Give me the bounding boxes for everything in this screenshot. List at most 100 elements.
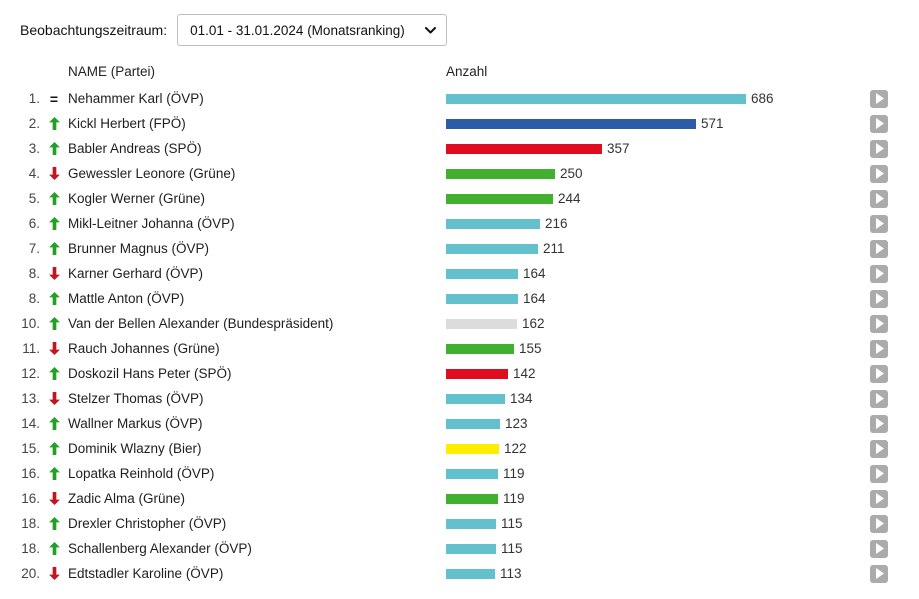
count-bar-cell: 134 (446, 391, 870, 406)
count-bar-cell: 113 (446, 566, 870, 581)
play-icon (875, 493, 884, 504)
ranking-row: 16. Zadic Alma (Grüne) 119 (0, 486, 919, 511)
count-value: 119 (503, 466, 525, 481)
trend-down-icon (48, 392, 60, 405)
period-select[interactable]: 01.01 - 31.01.2024 (Monatsranking) (177, 14, 448, 46)
count-value: 571 (701, 116, 724, 131)
count-value: 155 (519, 341, 542, 356)
ranking-rows: 1. = Nehammer Karl (ÖVP) 686 2. Kickl He… (0, 86, 919, 586)
politician-name: Stelzer Thomas (ÖVP) (68, 391, 204, 406)
count-value: 122 (504, 441, 527, 456)
detail-button[interactable] (870, 389, 888, 408)
count-bar-cell: 162 (446, 316, 870, 331)
detail-button[interactable] (870, 489, 888, 508)
count-bar (446, 168, 555, 179)
count-value: 211 (543, 241, 565, 256)
rank-number: 1. (28, 91, 40, 106)
rank-number: 8. (28, 266, 40, 281)
trend-up-icon (48, 542, 60, 555)
detail-button[interactable] (870, 164, 888, 183)
count-value: 686 (751, 91, 774, 106)
play-icon (875, 93, 884, 104)
rank-number: 12. (21, 366, 40, 381)
count-value: 134 (510, 391, 533, 406)
trend-icon-cell (40, 117, 68, 130)
detail-button[interactable] (870, 264, 888, 283)
detail-button[interactable] (870, 514, 888, 533)
politician-name: Wallner Markus (ÖVP) (68, 416, 203, 431)
trend-icon-cell (40, 342, 68, 355)
rank-number: 14. (21, 416, 40, 431)
ranking-row: 3. Babler Andreas (SPÖ) 357 (0, 136, 919, 161)
rank-number: 18. (21, 541, 40, 556)
politician-name: Babler Andreas (SPÖ) (68, 141, 202, 156)
trend-up-icon (48, 142, 60, 155)
detail-button[interactable] (870, 439, 888, 458)
count-bar-cell: 216 (446, 216, 870, 231)
count-value: 216 (545, 216, 568, 231)
detail-button[interactable] (870, 539, 888, 558)
politician-name: Gewessler Leonore (Grüne) (68, 166, 236, 181)
count-bar (446, 518, 496, 529)
play-icon (875, 218, 884, 229)
count-value: 119 (503, 491, 525, 506)
chevron-down-icon (425, 26, 437, 33)
ranking-row: 13. Stelzer Thomas (ÖVP) 134 (0, 386, 919, 411)
detail-button[interactable] (870, 139, 888, 158)
count-bar (446, 268, 518, 279)
detail-button[interactable] (870, 189, 888, 208)
detail-button[interactable] (870, 114, 888, 133)
detail-button[interactable] (870, 339, 888, 358)
politician-name: Rauch Johannes (Grüne) (68, 341, 220, 356)
ranking-row: 8. Karner Gerhard (ÖVP) 164 (0, 261, 919, 286)
ranking-row: 12. Doskozil Hans Peter (SPÖ) 142 (0, 361, 919, 386)
politician-name: Drexler Christopher (ÖVP) (68, 516, 227, 531)
detail-button[interactable] (870, 239, 888, 258)
count-bar-cell: 119 (446, 491, 870, 506)
count-value: 115 (501, 516, 523, 531)
politician-name: Nehammer Karl (ÖVP) (68, 91, 204, 106)
detail-button[interactable] (870, 314, 888, 333)
trend-icon-cell (40, 317, 68, 330)
detail-button[interactable] (870, 364, 888, 383)
trend-icon-cell (40, 292, 68, 305)
ranking-row: 14. Wallner Markus (ÖVP) 123 (0, 411, 919, 436)
trend-equal-icon: = (49, 90, 59, 107)
trend-up-icon (48, 292, 60, 305)
count-bar-cell: 686 (446, 91, 870, 106)
trend-icon-cell (40, 217, 68, 230)
play-icon (875, 293, 884, 304)
play-icon (875, 168, 884, 179)
count-bar-cell: 357 (446, 141, 870, 156)
count-value: 164 (523, 266, 546, 281)
play-icon (875, 143, 884, 154)
play-icon (875, 518, 884, 529)
period-select-value: 01.01 - 31.01.2024 (Monatsranking) (190, 22, 405, 38)
detail-button[interactable] (870, 464, 888, 483)
politician-name: Karner Gerhard (ÖVP) (68, 266, 204, 281)
count-bar-cell: 250 (446, 166, 870, 181)
count-bar-cell: 164 (446, 291, 870, 306)
rank-number: 4. (28, 166, 40, 181)
count-value: 123 (505, 416, 528, 431)
ranking-row: 11. Rauch Johannes (Grüne) 155 (0, 336, 919, 361)
politician-name: Kickl Herbert (FPÖ) (68, 116, 186, 131)
rank-number: 18. (21, 516, 40, 531)
trend-icon-cell (40, 542, 68, 555)
detail-button[interactable] (870, 89, 888, 108)
ranking-row: 20. Edtstadler Karoline (ÖVP) 113 (0, 561, 919, 586)
play-icon (875, 243, 884, 254)
trend-up-icon (48, 467, 60, 480)
trend-up-icon (48, 217, 60, 230)
trend-icon-cell (40, 467, 68, 480)
play-icon (875, 193, 884, 204)
count-column-header: Anzahl (446, 64, 488, 79)
play-icon (875, 118, 884, 129)
detail-button[interactable] (870, 214, 888, 233)
detail-button[interactable] (870, 564, 888, 583)
detail-button[interactable] (870, 414, 888, 433)
detail-button[interactable] (870, 289, 888, 308)
trend-up-icon (48, 242, 60, 255)
count-bar (446, 393, 505, 404)
count-bar (446, 118, 696, 129)
